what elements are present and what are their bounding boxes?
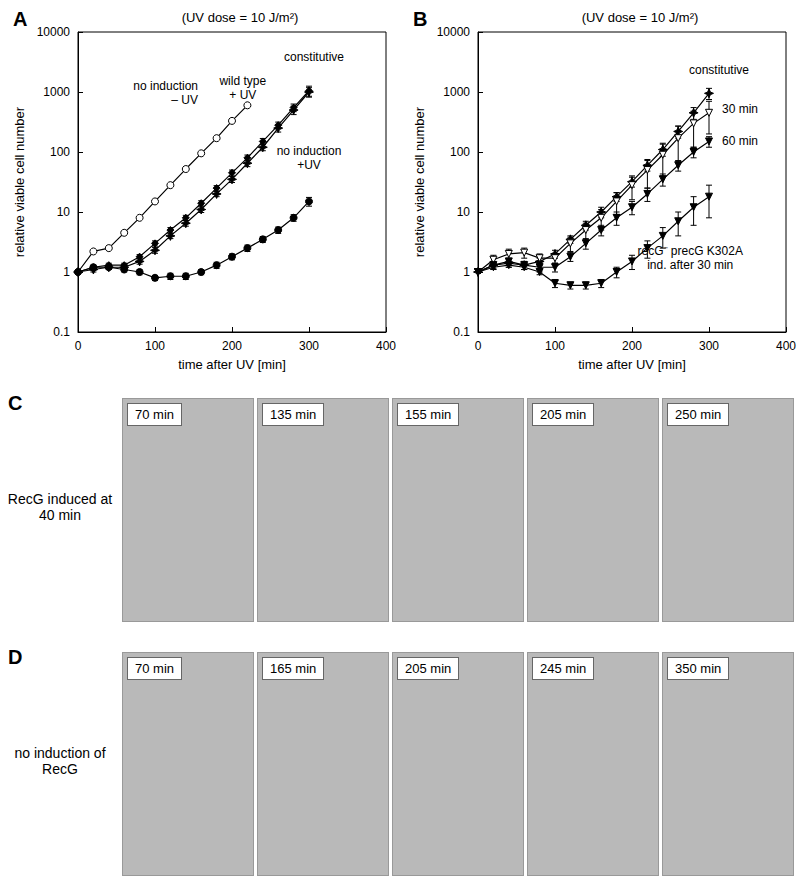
html-text:C: C	[8, 392, 23, 414]
html-text:155 min: 155 min	[405, 407, 452, 422]
svg-text:10000: 10000	[437, 25, 471, 39]
svg-text:10000: 10000	[37, 25, 71, 39]
svg-text:A: A	[13, 8, 27, 30]
svg-text:30 min: 30 min	[722, 102, 758, 116]
html-text:245 min: 245 min	[540, 661, 587, 676]
html-text:350 min: 350 min	[675, 661, 722, 676]
svg-text:100: 100	[545, 339, 565, 353]
svg-text:no induction: no induction	[133, 79, 198, 93]
svg-text:– UV: – UV	[171, 93, 198, 107]
html-text:205 min: 205 min	[540, 407, 587, 422]
svg-text:100: 100	[450, 145, 470, 159]
svg-text:1: 1	[63, 265, 70, 279]
svg-text:recG⁻ precG K302A: recG⁻ precG K302A	[638, 244, 743, 258]
svg-text:time after UV [min]: time after UV [min]	[578, 357, 686, 372]
html-text:D: D	[8, 646, 23, 668]
html-text:205 min: 205 min	[405, 661, 452, 676]
svg-text:1000: 1000	[443, 85, 470, 99]
svg-text:300: 300	[299, 339, 319, 353]
html-text:70 min: 70 min	[135, 661, 174, 676]
html-text:135 min: 135 min	[270, 407, 317, 422]
svg-text:+UV: +UV	[297, 158, 321, 172]
svg-text:100: 100	[50, 145, 70, 159]
html-text:RecG induced at 40 min: RecG induced at 40 min	[7, 491, 113, 523]
svg-text:B: B	[413, 8, 427, 30]
svg-text:relative viable cell number: relative viable cell number	[12, 106, 27, 257]
svg-text:60 min: 60 min	[722, 134, 758, 148]
svg-text:10: 10	[457, 205, 471, 219]
svg-text:relative viable cell number: relative viable cell number	[412, 106, 427, 257]
html-text:no induction of RecG: no induction of RecG	[14, 745, 106, 777]
svg-text:(UV dose = 10 J/m²): (UV dose = 10 J/m²)	[582, 10, 699, 25]
svg-text:10: 10	[57, 205, 71, 219]
svg-text:time after UV [min]: time after UV [min]	[178, 357, 286, 372]
svg-text:(UV dose = 10 J/m²): (UV dose = 10 J/m²)	[182, 10, 299, 25]
svg-text:1: 1	[463, 265, 470, 279]
svg-text:wild type: wild type	[218, 74, 266, 88]
html-text:70 min: 70 min	[135, 407, 174, 422]
svg-text:0.1: 0.1	[53, 325, 70, 339]
svg-text:1000: 1000	[43, 85, 70, 99]
svg-text:0: 0	[75, 339, 82, 353]
svg-text:constitutive: constitutive	[284, 50, 344, 64]
svg-text:200: 200	[622, 339, 642, 353]
svg-text:0: 0	[475, 339, 482, 353]
svg-text:400: 400	[776, 339, 796, 353]
svg-text:100: 100	[145, 339, 165, 353]
html-text:165 min: 165 min	[270, 661, 317, 676]
svg-text:0.1: 0.1	[453, 325, 470, 339]
svg-text:300: 300	[699, 339, 719, 353]
svg-text:no induction: no induction	[277, 144, 342, 158]
svg-text:400: 400	[376, 339, 396, 353]
html-text:250 min: 250 min	[675, 407, 722, 422]
svg-text:ind. after 30 min: ind. after 30 min	[647, 258, 733, 272]
svg-text:constitutive: constitutive	[689, 63, 749, 77]
svg-text:+ UV: + UV	[229, 88, 256, 102]
svg-text:200: 200	[222, 339, 242, 353]
